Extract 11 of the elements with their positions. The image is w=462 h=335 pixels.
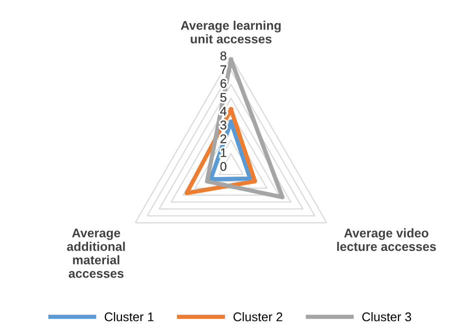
spoke-label: Average additional material accesses bbox=[67, 228, 125, 278]
spoke-label: Average learning unit accesses bbox=[180, 20, 281, 44]
y-tick-label: 4 bbox=[220, 106, 226, 116]
legend-label: Cluster 1 bbox=[104, 312, 154, 322]
y-tick-label: 7 bbox=[220, 65, 226, 74]
y-tick-label: 8 bbox=[220, 51, 226, 60]
legend-label: Cluster 2 bbox=[234, 312, 282, 322]
spoke-label: Average video lecture accesses bbox=[337, 228, 436, 252]
legend-label: Cluster 3 bbox=[362, 312, 412, 322]
y-tick-label: 0 bbox=[220, 162, 226, 171]
y-tick-label: 6 bbox=[220, 79, 226, 88]
